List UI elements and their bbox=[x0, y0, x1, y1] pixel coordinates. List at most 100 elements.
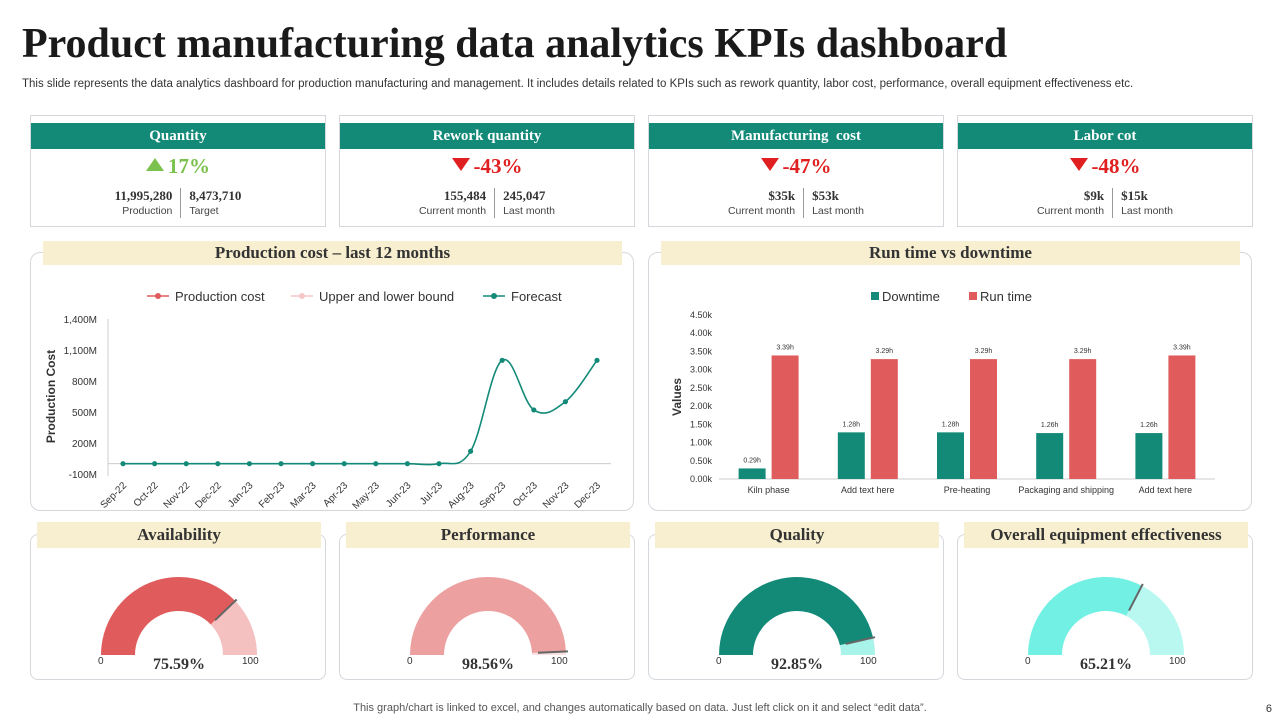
legend-label: Run time bbox=[980, 289, 1032, 304]
x-tick-label: Kiln phase bbox=[748, 485, 790, 495]
runtime-bar bbox=[1168, 355, 1196, 479]
gauge-max-label: 100 bbox=[551, 656, 568, 667]
y-axis-title: Production Cost bbox=[44, 350, 58, 443]
kpi-stat-label: Production bbox=[122, 205, 173, 217]
x-tick-label: Pre-heating bbox=[944, 485, 991, 495]
gauge-value: 98.56% bbox=[462, 656, 514, 673]
data-point bbox=[373, 461, 379, 467]
kpi-stats: $9k Current month $15k Last month bbox=[958, 188, 1252, 218]
y-tick-label: 2.50k bbox=[690, 383, 713, 393]
y-tick-label: 4.00k bbox=[690, 328, 713, 338]
data-label: 3.39h bbox=[1173, 344, 1191, 351]
data-point bbox=[120, 461, 126, 467]
y-tick-label: 1,400M bbox=[64, 315, 97, 326]
x-tick-label: Aug-23 bbox=[446, 480, 477, 511]
runtime-bar bbox=[870, 359, 898, 479]
arrow-down-icon bbox=[1069, 158, 1088, 171]
gauge-title: Availability bbox=[37, 522, 321, 548]
kpi-stat-value: 8,473,710 bbox=[189, 188, 242, 203]
data-point bbox=[594, 357, 600, 363]
x-tick-label: Mar-23 bbox=[289, 480, 319, 510]
kpi-delta: 17% bbox=[31, 154, 325, 178]
data-point bbox=[152, 461, 158, 467]
y-tick-label: 500M bbox=[72, 408, 97, 419]
y-tick-label: 0.00k bbox=[690, 474, 713, 484]
data-point bbox=[562, 399, 569, 405]
kpi-card-quantity: Quantity 17% 11,995,280 Production 8,473,… bbox=[30, 115, 326, 227]
data-label: 3.29h bbox=[1074, 348, 1092, 355]
kpi-stat-value: $9k bbox=[1083, 188, 1105, 203]
gauge-value-arc bbox=[101, 577, 236, 655]
gauge-title: Performance bbox=[346, 522, 630, 548]
gauge-min-label: 0 bbox=[716, 656, 722, 667]
gauge-value-arc bbox=[1028, 577, 1142, 655]
gauge-needle bbox=[537, 650, 568, 654]
kpi-title: Manufacturing cost bbox=[649, 123, 943, 149]
gauge-min-label: 0 bbox=[407, 656, 413, 667]
availability-gauge bbox=[101, 577, 257, 655]
kpi-stat-label: Current month bbox=[1036, 205, 1105, 217]
data-label: 1.26h bbox=[1041, 422, 1059, 429]
x-tick-label: Sep-22 bbox=[99, 480, 130, 511]
kpi-delta: -43% bbox=[340, 154, 634, 178]
x-tick-label: Jul-23 bbox=[418, 480, 445, 507]
y-tick-label: 3.50k bbox=[690, 346, 713, 356]
gauge-value: 65.21% bbox=[1080, 656, 1132, 673]
production-cost-chart[interactable]: Production cost Upper and lower bound Fore… bbox=[31, 253, 635, 512]
kpi-stat-value: $35k bbox=[768, 188, 796, 203]
kpi-stat-value: $15k bbox=[1121, 188, 1148, 203]
data-point bbox=[183, 461, 189, 467]
data-point bbox=[310, 461, 316, 467]
gauge-value: 75.59% bbox=[153, 656, 205, 673]
performance-gauge bbox=[410, 576, 568, 655]
gauge-title: Overall equipment effectiveness bbox=[964, 522, 1248, 548]
data-label: 3.29h bbox=[975, 348, 993, 355]
gauge-needle bbox=[214, 598, 238, 622]
kpi-stat-label: Current month bbox=[418, 205, 487, 217]
gauge-title: Quality bbox=[655, 522, 939, 548]
data-label: 1.26h bbox=[1140, 422, 1158, 429]
kpi-title: Quantity bbox=[31, 123, 325, 149]
x-tick-label: Add text here bbox=[841, 485, 895, 495]
x-tick-label: Apr-23 bbox=[321, 480, 350, 509]
data-point bbox=[531, 407, 537, 413]
y-tick-label: 200M bbox=[72, 439, 97, 450]
oee-gauge bbox=[1028, 577, 1184, 655]
legend-marker bbox=[155, 293, 161, 299]
chart-title: Run time vs downtime bbox=[661, 241, 1240, 265]
kpi-card-manufacturing-cost: Manufacturing cost -47% $35k Current mont… bbox=[648, 115, 944, 227]
legend-swatch bbox=[969, 292, 977, 300]
data-label: 1.28h bbox=[942, 421, 960, 428]
data-label: 3.29h bbox=[876, 348, 894, 355]
gauge-card-availability: Availability 0 100 75.59% bbox=[30, 522, 326, 680]
x-tick-label: May-23 bbox=[351, 480, 383, 512]
kpi-delta: -47% bbox=[649, 154, 943, 178]
run-time-chart[interactable]: Downtime Run time 0.00k 0.50k 1.00k 1.50k 2.0… bbox=[649, 253, 1253, 512]
page-subtitle: This slide represents the data analytics… bbox=[22, 78, 1134, 90]
gauge-card-quality: Quality 0 100 92.85% bbox=[648, 522, 944, 680]
legend-label: Upper and lower bound bbox=[319, 289, 454, 304]
y-tick-label: -100M bbox=[69, 470, 97, 481]
gauge-needle bbox=[1128, 583, 1144, 612]
legend-label: Forecast bbox=[511, 289, 562, 304]
run-time-panel: Run time vs downtime Downtime Run time 0.… bbox=[648, 241, 1253, 512]
data-point bbox=[215, 461, 221, 467]
x-tick-label: Feb-23 bbox=[257, 480, 287, 510]
chart-title: Production cost – last 12 months bbox=[43, 241, 622, 265]
gauge-card-performance: Performance 0 100 98.56% bbox=[339, 522, 635, 680]
gauge-min-label: 0 bbox=[98, 656, 104, 667]
gauge-card-oee: Overall equipment effectiveness 0 100 65… bbox=[957, 522, 1253, 680]
arrow-down-icon bbox=[451, 158, 470, 171]
footer-note: This graph/chart is linked to excel, and… bbox=[353, 702, 927, 714]
data-label: 1.28h bbox=[843, 421, 861, 428]
x-tick-label: Dec-22 bbox=[193, 480, 224, 511]
y-tick-label: 4.50k bbox=[690, 310, 713, 320]
y-tick-label: 3.00k bbox=[690, 365, 713, 375]
kpi-stat-label: Last month bbox=[503, 205, 556, 217]
y-tick-label: 1.50k bbox=[690, 419, 713, 429]
legend-marker bbox=[491, 293, 497, 299]
x-tick-label: Jan-23 bbox=[226, 480, 256, 510]
legend-item: Forecast bbox=[483, 289, 562, 304]
kpi-card-labor-cost: Labor cot -48% $9k Current month $15k Last… bbox=[957, 115, 1253, 227]
x-tick-label: Oct-23 bbox=[511, 480, 540, 509]
